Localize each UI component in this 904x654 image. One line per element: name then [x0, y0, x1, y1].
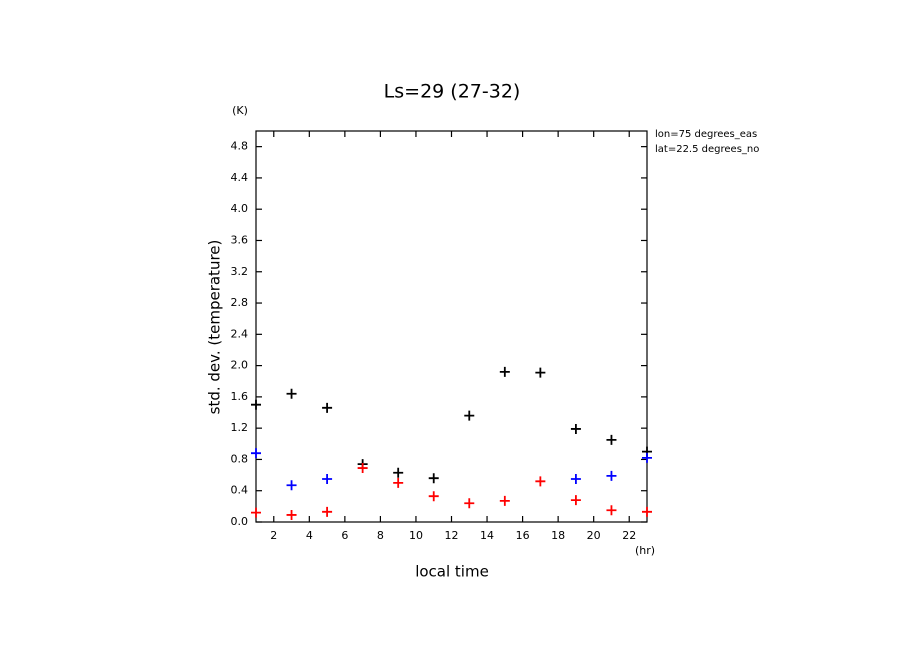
y-tick-label: 0.0: [231, 515, 249, 528]
y-tick-label: 1.2: [231, 421, 249, 434]
point: [393, 467, 404, 478]
x-tick-label: 20: [587, 529, 601, 542]
y-tick-label: 3.6: [231, 233, 249, 246]
x-tick-label: 22: [622, 529, 636, 542]
point: [428, 473, 439, 484]
point: [464, 498, 475, 509]
x-tick-label: 14: [480, 529, 494, 542]
y-axis-label: std. dev. (temperature): [206, 240, 224, 415]
y-tick-label: 4.8: [231, 140, 249, 153]
point: [570, 423, 581, 434]
point: [606, 434, 617, 445]
point: [286, 388, 297, 399]
x-tick-label: 8: [377, 529, 384, 542]
y-tick-label: 4.4: [231, 171, 249, 184]
point: [535, 476, 546, 487]
x-tick-label: 2: [270, 529, 277, 542]
point: [642, 506, 652, 517]
point: [251, 507, 261, 518]
y-tick-label: 2.8: [231, 296, 249, 309]
point: [428, 491, 439, 502]
y-unit: (K): [232, 104, 248, 117]
x-tick-label: 16: [516, 529, 530, 542]
point: [286, 480, 297, 491]
y-tick-label: 2.4: [231, 327, 249, 340]
y-tick-label: 0.8: [231, 452, 249, 465]
x-tick-label: 10: [409, 529, 423, 542]
point: [322, 506, 333, 517]
annotation: lat=22.5 degrees_no: [655, 144, 759, 155]
point: [499, 366, 510, 377]
point: [251, 448, 261, 459]
point: [606, 505, 617, 516]
y-tick-label: 1.6: [231, 390, 249, 403]
point: [393, 477, 404, 488]
point: [322, 402, 333, 413]
point: [357, 463, 368, 474]
x-tick-label: 12: [445, 529, 459, 542]
point: [251, 399, 261, 410]
point: [286, 509, 297, 520]
point: [322, 473, 333, 484]
point: [464, 410, 475, 421]
x-axis-label: local time: [415, 563, 489, 581]
chart-title: Ls=29 (27-32): [384, 81, 521, 103]
point: [499, 495, 510, 506]
point: [570, 473, 581, 484]
x-tick-label: 6: [341, 529, 348, 542]
x-tick-label: 18: [551, 529, 565, 542]
x-unit: (hr): [635, 544, 655, 557]
y-tick-label: 3.2: [231, 265, 249, 278]
annotation: lon=75 degrees_eas: [655, 129, 757, 140]
y-tick-label: 0.4: [231, 484, 249, 497]
x-tick-label: 4: [306, 529, 313, 542]
y-tick-label: 4.0: [231, 202, 249, 215]
y-tick-label: 2.0: [231, 359, 249, 372]
point: [606, 470, 617, 481]
point: [570, 495, 581, 506]
point: [535, 367, 546, 378]
point: [642, 452, 652, 463]
